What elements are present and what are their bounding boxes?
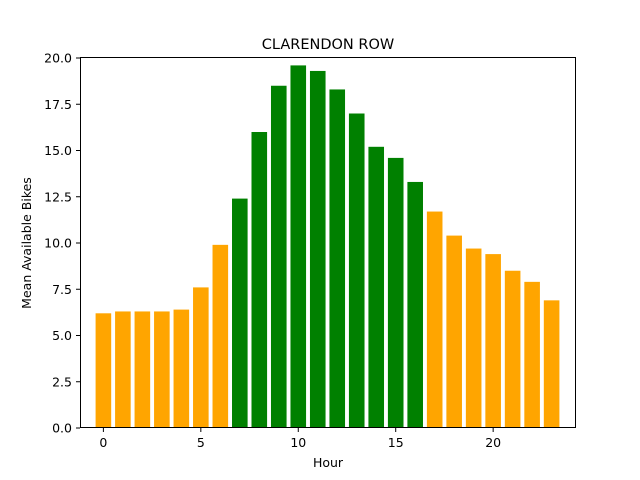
y-tick-label: 2.5 <box>52 374 72 389</box>
bar-hour-10 <box>290 65 307 429</box>
y-tick-label: 20.0 <box>44 51 72 66</box>
chart-title: CLARENDON ROW <box>262 37 394 53</box>
y-tick-label: 7.5 <box>52 282 72 297</box>
bar-hour-21 <box>504 270 521 428</box>
bar-hour-11 <box>309 70 326 428</box>
bar-hour-16 <box>407 181 423 428</box>
bar-hour-9 <box>270 85 287 428</box>
bar-hour-19 <box>465 248 482 428</box>
bar-hour-4 <box>173 309 190 428</box>
x-tick-label: 10 <box>290 435 306 450</box>
y-tick-label: 5.0 <box>52 328 72 343</box>
y-tick-label: 12.5 <box>44 189 72 204</box>
bar-hour-15 <box>387 157 404 428</box>
x-axis-label: Hour <box>313 455 344 470</box>
y-axis-label: Mean Available Bikes <box>19 177 34 309</box>
bar-hour-20 <box>485 254 501 428</box>
bar-hour-23 <box>543 300 560 428</box>
y-tick-label: 0.0 <box>52 421 72 436</box>
x-axis-ticks: 0 5 10 15 20 <box>99 428 501 450</box>
bar-hour-0 <box>95 313 112 428</box>
bar-hour-1 <box>115 311 131 428</box>
bar-hour-2 <box>134 311 151 428</box>
bar-hour-3 <box>154 311 170 428</box>
bar-hour-12 <box>329 89 346 428</box>
x-tick-label: 20 <box>485 435 501 450</box>
bar-hour-7 <box>232 198 248 428</box>
y-tick-label: 10.0 <box>44 236 72 251</box>
bar-hour-17 <box>426 211 443 428</box>
bar-hour-8 <box>251 132 268 428</box>
plot-frame <box>80 57 576 428</box>
bars-group <box>95 65 560 429</box>
bar-hour-5 <box>193 287 209 428</box>
x-tick-label: 5 <box>197 435 205 450</box>
y-tick-label: 17.5 <box>44 97 72 112</box>
x-tick-label: 15 <box>388 435 404 450</box>
bar-hour-14 <box>368 146 385 429</box>
bar-hour-13 <box>348 113 365 428</box>
bar-hour-22 <box>524 281 540 428</box>
x-tick-label: 0 <box>99 435 107 450</box>
bar-hour-18 <box>446 235 462 428</box>
y-axis-ticks: 0.0 2.5 5.0 7.5 10.0 12.5 15.0 17.5 20.0 <box>44 51 80 436</box>
bar-hour-6 <box>212 244 229 428</box>
y-tick-label: 15.0 <box>44 143 72 158</box>
